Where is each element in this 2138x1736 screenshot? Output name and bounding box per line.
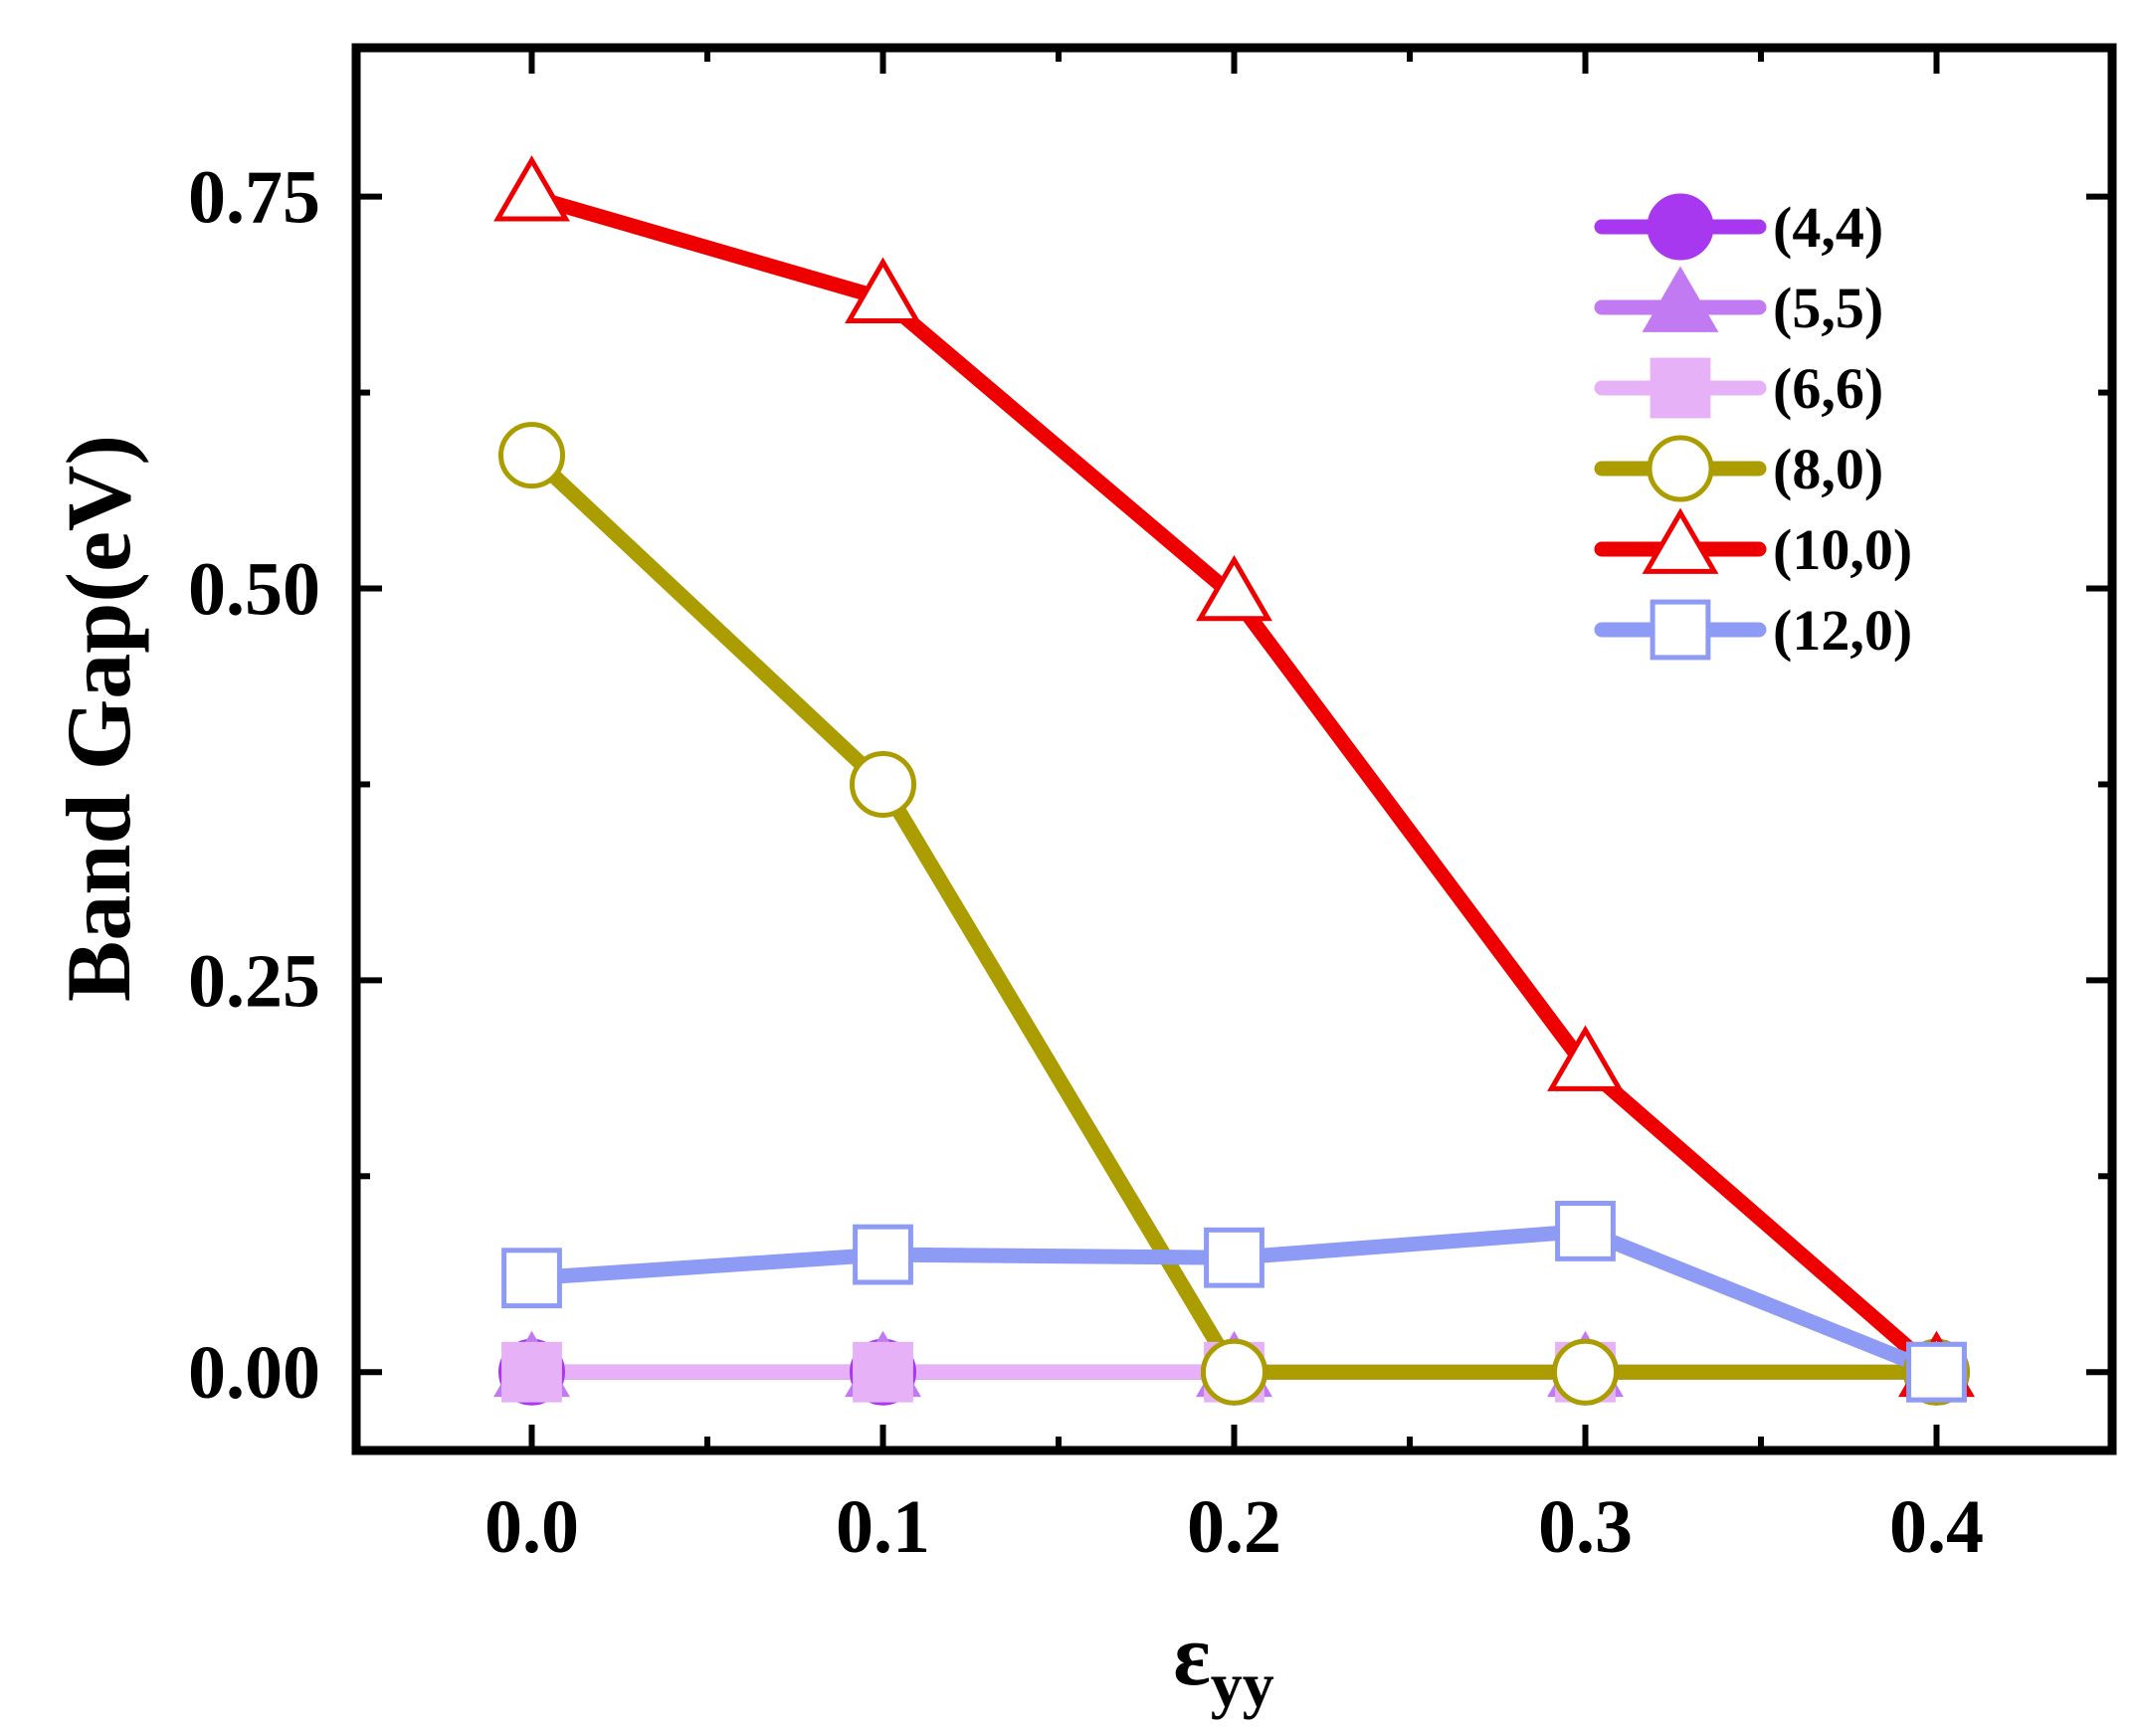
x-tick-label: 0.1 [836,1485,930,1569]
x-tick-label: 0.2 [1187,1485,1281,1569]
data-point [1552,1338,1619,1406]
legend-label: (8,0) [1773,437,1883,501]
plot-frame [351,43,2117,1455]
series-markers-6 [501,1201,1967,1403]
x-tick-labels: 0.0 0.1 0.2 0.3 0.4 [485,1485,1984,1569]
x-tick-label: 0.3 [1538,1485,1633,1569]
legend-item: (12,0) [1594,598,1912,663]
x-axis-title-subscript: yy [1211,1649,1274,1720]
legend-item: (4,4) [1594,193,1883,261]
y-tick-label: 0.00 [188,1331,320,1415]
legend: (4,4) (5,5) (6,6) (8,0) (10,0) (12,0) [1594,193,1912,663]
legend-marker [1650,357,1711,419]
data-point [1906,1341,1967,1403]
data-point [853,1224,913,1285]
data-point [845,257,921,323]
data-point [1201,1338,1267,1406]
y-tick-label: 0.75 [188,156,320,240]
legend-label: (4,4) [1773,195,1883,260]
x-axis-title-main: ε [1173,1608,1211,1704]
series-markers [493,155,1975,1406]
legend-marker [1647,193,1714,261]
data-point [501,1248,562,1309]
data-point [493,155,570,222]
data-point [853,1341,913,1403]
data-point [1196,554,1272,622]
x-tick-label: 0.0 [485,1485,579,1569]
legend-label: (6,6) [1773,356,1883,421]
x-tick-label: 0.4 [1889,1485,1984,1569]
data-point [498,422,565,489]
data-point [1555,1201,1616,1261]
legend-marker [1642,507,1719,574]
legend-label: (5,5) [1773,276,1883,340]
y-tick-labels: 0.00 0.25 0.50 0.75 [188,156,320,1416]
data-point [501,1341,562,1403]
legend-label: (12,0) [1773,598,1912,663]
data-point [850,750,916,818]
y-tick-label: 0.50 [188,548,320,632]
data-point [1547,1025,1624,1091]
x-axis-title: εyy [1173,1608,1274,1720]
legend-marker [1647,435,1714,502]
legend-item: (6,6) [1594,356,1883,421]
legend-item: (8,0) [1594,435,1883,502]
data-point [1204,1227,1264,1288]
legend-marker [1642,266,1719,332]
legend-item: (5,5) [1594,266,1883,340]
y-axis-title: Band Gap(eV) [48,435,149,1002]
y-tick-label: 0.25 [188,939,320,1023]
legend-item: (10,0) [1594,507,1912,582]
legend-label: (10,0) [1773,517,1912,582]
legend-marker [1650,599,1711,661]
